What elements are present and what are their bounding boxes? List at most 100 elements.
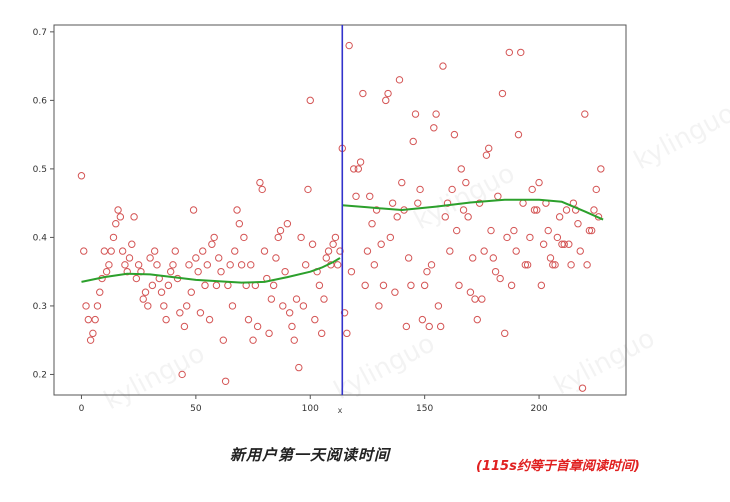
data-point [297,233,305,242]
data-point [169,261,177,269]
y-tick-label: 0.6 [33,96,48,106]
data-point [144,302,152,310]
data-point [93,302,102,310]
data-point [201,281,209,290]
data-point [123,267,131,276]
data-point [359,89,367,98]
data-point [233,206,241,214]
data-point [153,261,161,269]
data-point [379,281,388,290]
data-point [489,254,497,262]
fit-line-right [342,198,604,221]
data-point [340,309,349,317]
data-point [501,329,509,338]
data-point [160,302,168,310]
scatter-plot: kylinguokylinguokylinguokylinguokylinguo… [33,24,730,416]
data-point [100,247,109,255]
data-point [512,247,520,255]
x-tick-label: 0 [79,404,85,414]
data-point [322,254,330,262]
data-point [118,247,127,255]
data-point [157,288,166,296]
data-point [384,89,392,98]
data-point [102,267,111,276]
data-point [203,261,211,269]
data-point [82,302,90,310]
data-point [185,261,193,269]
data-point [244,315,253,324]
data-point [523,261,532,269]
data-point [567,261,575,269]
y-tick-label: 0.7 [33,28,47,38]
data-point [304,185,312,194]
data-point [112,220,120,228]
data-point [290,336,298,344]
data-point [240,233,248,242]
data-point [354,165,363,173]
axes-frame [53,24,627,396]
data-point [347,267,356,276]
data-point [148,281,157,290]
data-point [80,247,88,255]
data-point [150,247,159,255]
data-point [539,240,548,248]
data-point [84,315,93,324]
data-point [402,322,411,331]
data-point [411,110,420,118]
data-point [317,329,326,338]
data-point [226,261,234,269]
data-point [311,315,319,324]
data-point [212,281,221,290]
caption: 新用户第一天阅读时间 [229,446,390,464]
data-point [420,281,429,290]
y-tick-label: 0.5 [33,165,47,175]
data-point [336,247,344,255]
data-point [434,302,443,310]
fit-line-left [81,257,341,284]
data-point [560,240,568,248]
data-point [471,295,479,303]
data-point [528,185,536,194]
data-point [576,247,584,255]
data-point [276,226,285,235]
data-point [125,254,134,262]
data-point [475,199,484,207]
data-point [418,315,427,324]
data-point [345,41,353,50]
x-tick-label: 150 [416,404,433,414]
data-point [299,302,308,310]
data-point [585,226,594,235]
data-point [329,240,337,248]
data-point [189,206,198,214]
data-point [446,247,454,255]
data-point [183,302,191,310]
watermark-text: kylinguo [629,98,730,176]
x-tick-label: 50 [190,404,202,414]
data-point [464,213,472,221]
data-point [395,76,404,84]
data-point [89,329,97,338]
data-point [107,247,115,255]
data-point [235,220,244,228]
data-point [551,261,559,269]
data-point [187,288,195,296]
data-point [535,178,543,187]
data-point [382,96,390,105]
data-point [450,130,459,139]
data-point [281,267,289,276]
data-point [267,295,276,303]
data-point [544,226,552,235]
data-point [350,165,358,173]
data-point [414,199,422,207]
data-point [427,261,436,269]
data-point [587,226,596,235]
data-point [546,254,555,262]
data-point [164,281,173,290]
data-point [498,89,507,98]
data-point [96,288,104,296]
data-point [256,178,264,187]
data-point [597,165,605,173]
data-point [162,315,170,324]
data-point [436,322,445,331]
data-point [517,48,525,57]
